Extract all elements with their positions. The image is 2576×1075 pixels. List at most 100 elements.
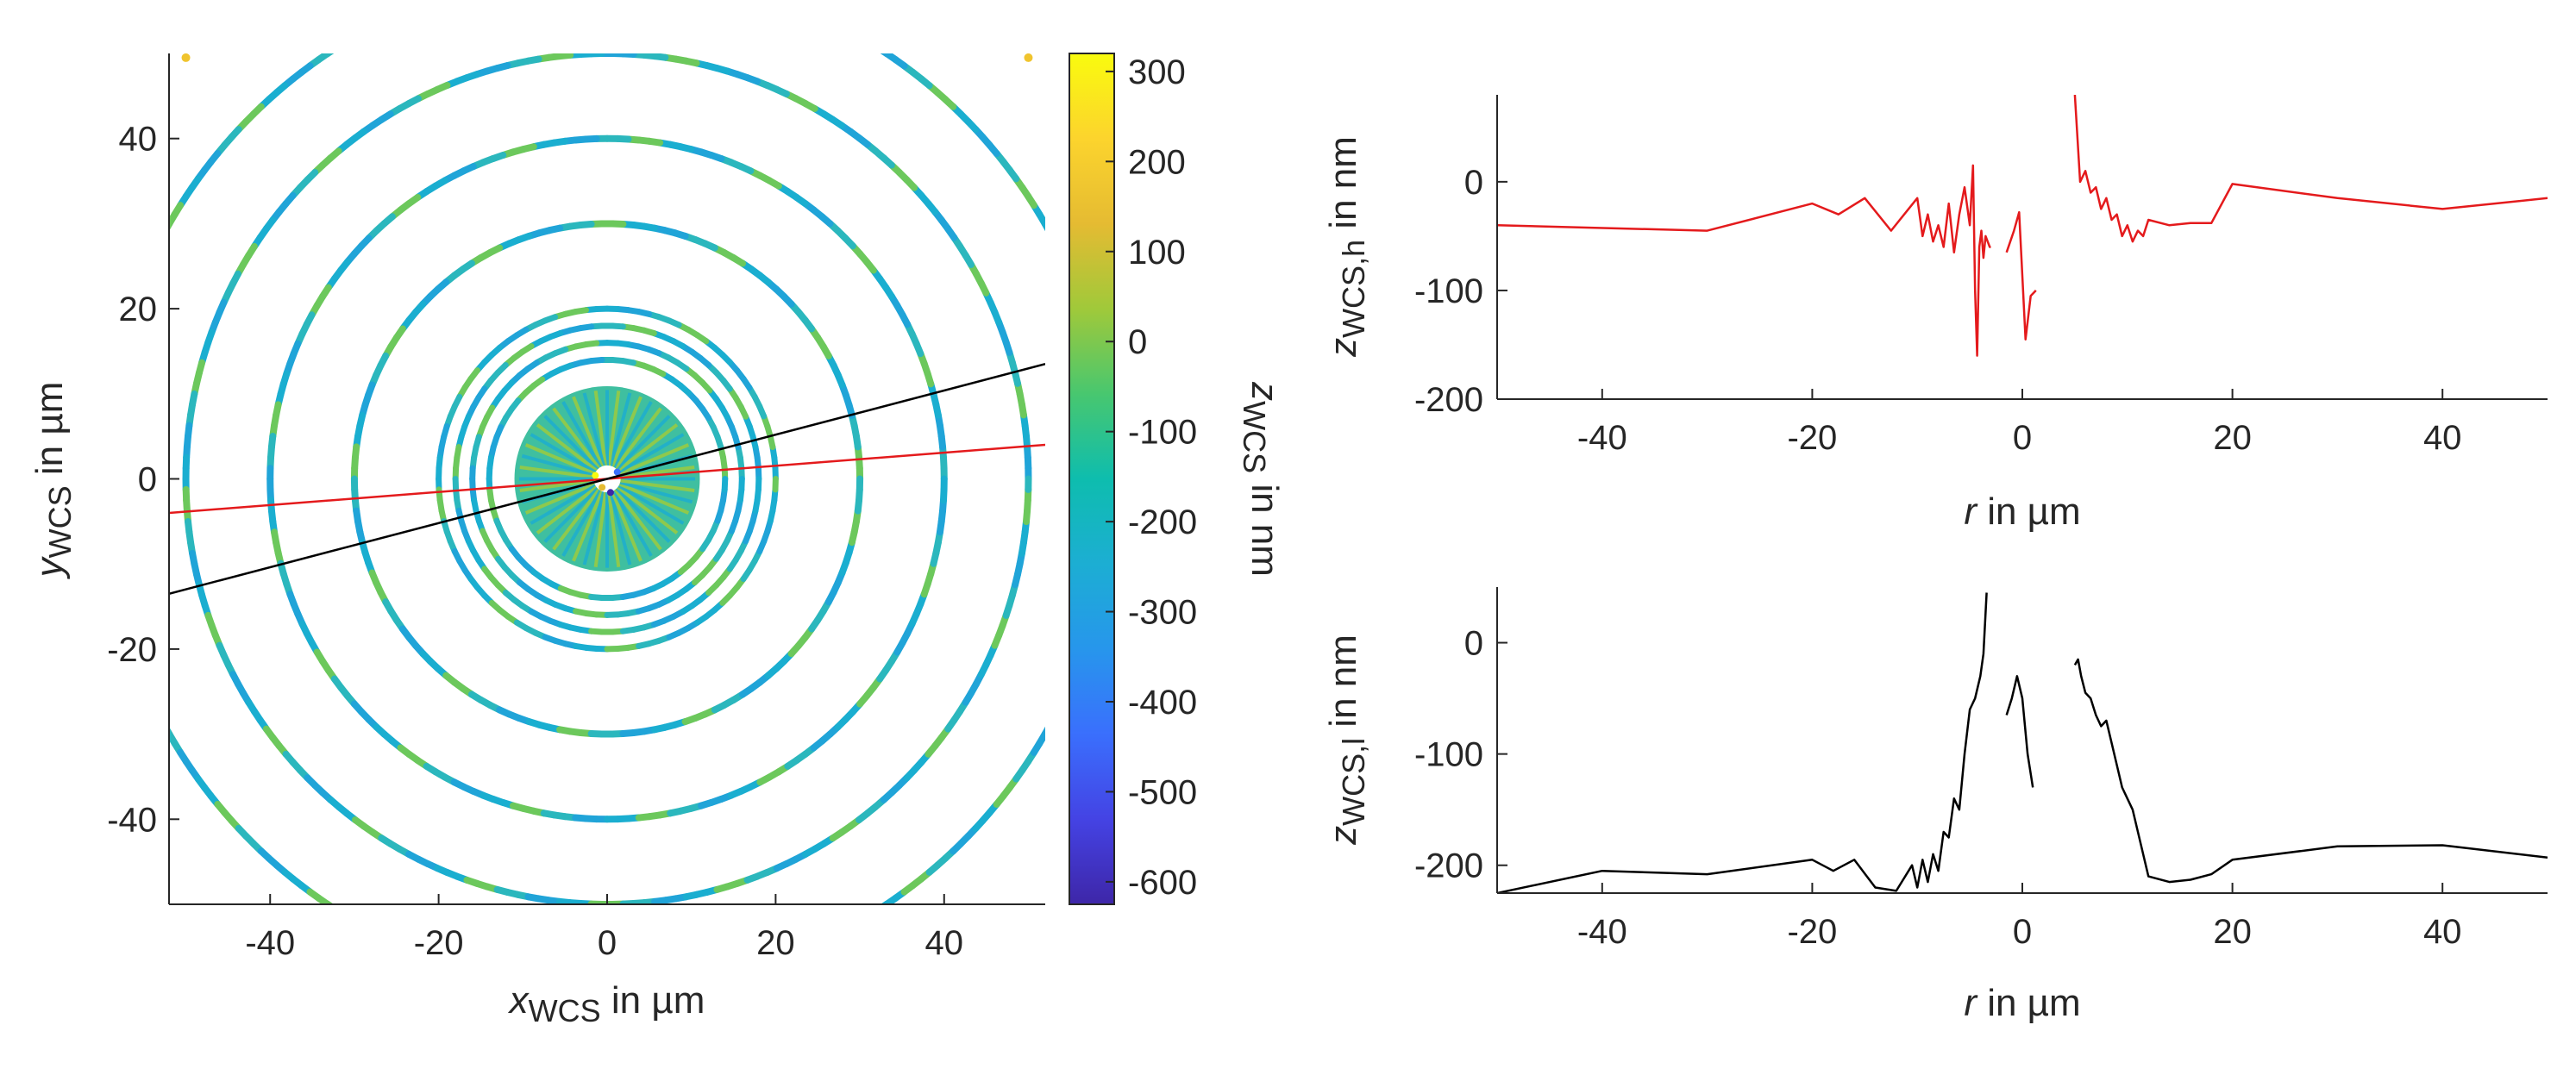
scatter-y-tick-label: 20	[119, 291, 158, 328]
scatter-ring-segment	[1060, 697, 1064, 706]
scatter-plot: -40 -20 0 20 40 -40 -20 0 20 40 xWCS in µm yWCS i…	[28, 4, 1064, 1028]
scatter-ring-segment	[712, 976, 723, 978]
scatter-disc-spoke	[613, 488, 662, 551]
scatter-ring-segment	[402, 946, 411, 950]
scatter-disc-spoke	[614, 486, 671, 543]
scatter-ring-segment	[382, 936, 392, 941]
scatter-ring-segment	[544, 985, 555, 986]
scatter-ring-segment	[832, 931, 842, 936]
scatter-axes: -40 -20 0 20 40 -40 -20 0 20 40	[107, 53, 1045, 962]
scatter-ring-segment	[461, 967, 472, 970]
scatter-ring-segment	[471, 971, 481, 973]
profile-top-x-axis-label: r in µm	[1964, 491, 2080, 533]
scatter-ring-segment	[733, 971, 743, 973]
scatter-ring-segment	[364, 27, 373, 32]
scatter-ring-segment	[411, 4, 421, 9]
scatter-ring-segment	[345, 916, 354, 921]
scatter-ring-segment	[160, 716, 165, 725]
scatter-ring-segment	[110, 372, 112, 383]
scatter-ring-segment	[842, 926, 851, 931]
scatter-disc-spoke	[530, 433, 598, 474]
colorbar-tick-label: 200	[1128, 143, 1186, 181]
scatter-x-tick-label: 40	[925, 924, 964, 962]
scatter-ring-segment	[113, 362, 116, 372]
scatter-disc-spoke	[608, 392, 632, 467]
scatter-ring-segment	[850, 32, 860, 37]
scatter-ring-segment	[555, 986, 565, 987]
scatter-ring-segment	[373, 931, 382, 936]
scatter-disc-spoke	[582, 392, 606, 467]
scatter-ring-segment	[803, 946, 812, 950]
scatter-ring-segment	[451, 965, 461, 968]
scatter-ring-segment	[103, 522, 104, 532]
scatter-x-tick-label: -20	[414, 924, 464, 962]
scatter-disc-spoke	[617, 484, 685, 525]
scatter-ring-segment	[117, 606, 120, 616]
scatter-ring-segment	[880, 53, 891, 58]
scatter-ring-segment	[803, 9, 812, 13]
scatter-ring-segment	[812, 12, 822, 16]
scatter-y-tick-label: -40	[107, 801, 157, 839]
scatter-disc-spoke	[536, 484, 599, 534]
colorbar-tick-label: -300	[1128, 594, 1197, 632]
section-line	[169, 363, 1045, 595]
profile-bottom-y-tick-label: -100	[1414, 736, 1483, 774]
scatter-ring-segment	[104, 532, 105, 542]
scatter-ring-segment	[105, 404, 107, 415]
scatter-ring-segment	[146, 686, 150, 696]
scatter-ring-segment	[723, 973, 733, 976]
scatter-ring-segment	[533, 984, 543, 985]
profile-top-x-tick-label: -20	[1787, 419, 1837, 457]
scatter-ring-segment	[743, 967, 754, 970]
profile-top-series-line	[2005, 210, 2037, 341]
scatter-ring-segment	[113, 585, 116, 596]
colorbar-tick-label: -200	[1128, 503, 1197, 541]
scatter-ring-segment	[793, 4, 803, 9]
scatter-ring-segment	[1050, 716, 1056, 725]
scatter-ring	[266, 134, 948, 823]
scatter-ring-segment	[492, 976, 502, 978]
scatter-ring-segment	[1041, 726, 1045, 738]
scatter-disc-spoke	[610, 396, 642, 468]
scatter-x-tick-label: 0	[598, 924, 617, 962]
scatter-ring-segment	[860, 37, 869, 42]
profile-top-series-line	[1497, 164, 1991, 357]
scatter-ring-segment	[323, 53, 335, 58]
scatter-ring	[452, 322, 762, 635]
scatter-ring-segment	[115, 596, 117, 606]
scatter-corner-point	[1024, 53, 1033, 62]
scatter-disc-spoke	[593, 390, 608, 467]
scatter-ring-segment	[102, 447, 103, 457]
profile-top-x-tick-label: -40	[1577, 419, 1627, 457]
scatter-y-tick-label: -20	[107, 631, 157, 669]
colorbar-label: zWCS in nm	[1237, 381, 1286, 577]
scatter-ring	[182, 53, 1032, 904]
scatter-ring-segment	[721, 476, 729, 493]
profile-top-y-tick-label: -100	[1414, 272, 1483, 310]
scatter-x-tick-label: -40	[245, 924, 295, 962]
scatter-ring-segment	[753, 965, 763, 968]
colorbar-ticks: 300 200 100 0 -100 -200 -300 -400 -500 -600	[1106, 53, 1197, 902]
scatter-disc-spoke	[616, 423, 679, 473]
scatter-ring-segment	[869, 42, 878, 48]
profile-top-y-tick-label: 0	[1464, 164, 1483, 202]
profile-bottom-line	[1497, 592, 2548, 893]
scatter-ring-segment	[154, 706, 160, 716]
scatter-ring-segment	[382, 17, 392, 22]
scatter-disc-spoke	[582, 491, 606, 566]
profile-top-y-tick-label: -200	[1414, 381, 1483, 419]
colorbar-tick-label: 0	[1128, 323, 1147, 361]
scatter-ring-segment	[107, 394, 109, 404]
scatter-ring-segment	[1055, 706, 1060, 716]
scatter-ring-segment	[120, 331, 122, 341]
scatter-disc-spoke	[543, 486, 600, 543]
profile-bottom-series-line	[2005, 675, 2034, 788]
scatter-ring-segment	[823, 936, 832, 941]
scatter-ring-segment	[575, 989, 586, 990]
scatter-disc-spoke	[519, 466, 595, 479]
scatter-ring-segment	[117, 341, 120, 352]
scatter-disc-spoke	[561, 489, 603, 557]
colorbar-tick-label: -400	[1128, 684, 1197, 722]
scatter-ring-segment	[354, 921, 364, 926]
